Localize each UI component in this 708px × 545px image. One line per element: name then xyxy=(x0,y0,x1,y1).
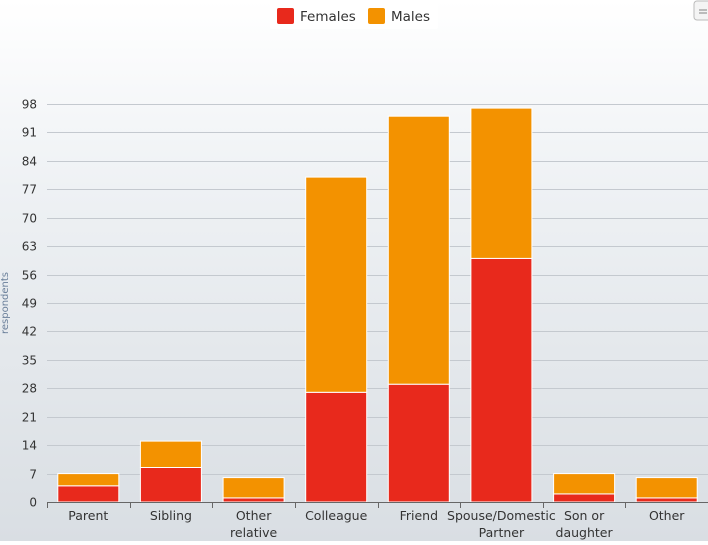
x-category-label: daughter xyxy=(556,525,614,540)
bar-males-5[interactable] xyxy=(470,107,533,259)
export-menu-icon[interactable] xyxy=(693,0,708,21)
x-category-label: Friend xyxy=(400,508,438,523)
bar-females-1[interactable] xyxy=(139,467,202,503)
y-tick-label: 0 xyxy=(29,496,37,510)
legend-swatch-females xyxy=(277,8,294,24)
y-tick-label: 42 xyxy=(22,325,37,339)
y-tick-label: 35 xyxy=(22,354,37,368)
bar-females-5[interactable] xyxy=(470,257,533,503)
y-tick-label: 28 xyxy=(22,382,37,396)
bar-females-7[interactable] xyxy=(635,497,698,503)
x-category-label: Partner xyxy=(479,525,525,540)
legend-background xyxy=(270,3,438,29)
y-tick-label: 70 xyxy=(22,212,37,226)
y-tick-label: 7 xyxy=(29,468,37,482)
bar-males-6[interactable] xyxy=(553,473,616,495)
y-tick-label: 77 xyxy=(22,183,37,197)
y-tick-label: 14 xyxy=(22,439,37,453)
bar-males-2[interactable] xyxy=(222,477,285,499)
y-axis-label: respondents xyxy=(0,272,11,334)
x-category-label: Colleague xyxy=(305,508,368,523)
export-menu-glyph xyxy=(699,9,707,14)
y-tick-label: 49 xyxy=(22,297,37,311)
axes: Parent Sibling Other relative Colleague Frien… xyxy=(47,502,708,540)
bar-males-0[interactable] xyxy=(57,473,120,487)
grid: 0 7 14 21 28 35 42 49 56 63 70 77 84 91 98 xyxy=(22,98,708,510)
x-category-label: Spouse/Domestic xyxy=(447,508,556,523)
x-category-label: Parent xyxy=(68,508,108,523)
legend-swatch-males xyxy=(368,8,385,24)
y-tick-label: 56 xyxy=(22,269,37,283)
bar-females-2[interactable] xyxy=(222,497,285,503)
x-category-label: relative xyxy=(230,525,277,540)
legend-label-females[interactable]: Females xyxy=(300,9,356,25)
y-tick-label: 98 xyxy=(22,98,37,112)
bar-females-6[interactable] xyxy=(553,493,616,503)
bar-males-7[interactable] xyxy=(635,477,698,499)
bar-females-4[interactable] xyxy=(387,383,450,503)
y-tick-label: 91 xyxy=(22,126,37,140)
x-category-label: Other xyxy=(236,508,272,523)
x-category-label: Sibling xyxy=(150,508,192,523)
bar-males-3[interactable] xyxy=(305,176,368,393)
legend[interactable]: Females Males xyxy=(270,3,438,29)
bar-males-4[interactable] xyxy=(387,115,450,385)
bar-females-3[interactable] xyxy=(305,391,368,503)
y-tick-label: 84 xyxy=(22,155,37,169)
bars xyxy=(57,107,698,503)
bar-males-1[interactable] xyxy=(139,440,202,469)
legend-label-males[interactable]: Males xyxy=(391,9,430,25)
x-category-label: Son or xyxy=(564,508,605,523)
bar-females-0[interactable] xyxy=(57,485,120,503)
x-category-label: Other xyxy=(649,508,685,523)
y-tick-label: 21 xyxy=(22,411,37,425)
y-tick-label: 63 xyxy=(22,240,37,254)
